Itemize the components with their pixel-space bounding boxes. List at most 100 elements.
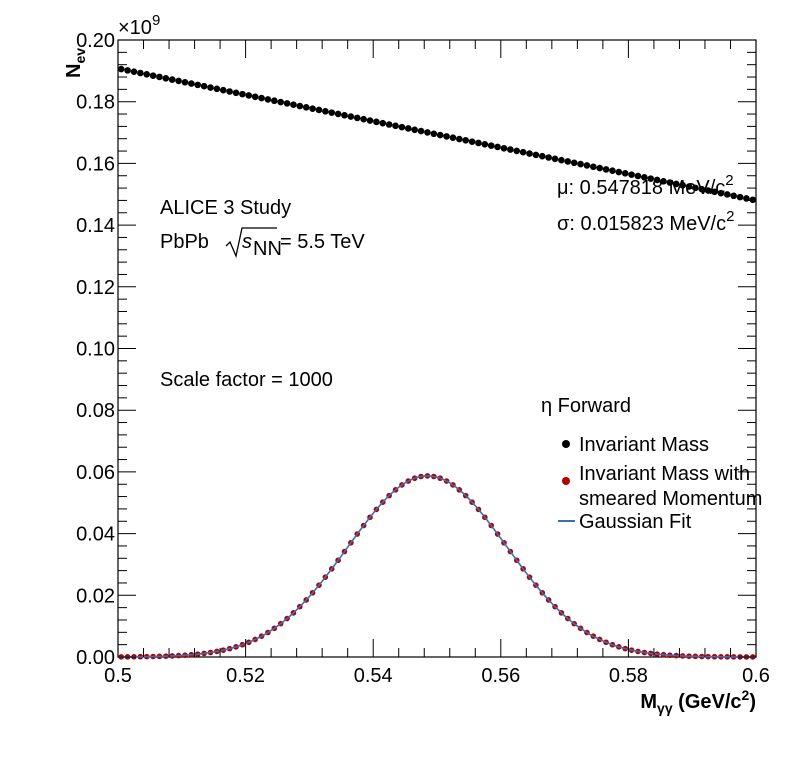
invariant-mass-point: [264, 96, 272, 103]
invariant-mass-point: [615, 168, 623, 176]
x-tick-label: 0.58: [609, 665, 648, 687]
invariant-mass-point: [717, 189, 725, 197]
invariant-mass-point: [117, 65, 125, 73]
invariant-mass-point: [558, 156, 565, 164]
invariant-mass-point: [404, 125, 412, 132]
svg-text:= 5.5 TeV: = 5.5 TeV: [280, 231, 365, 253]
invariant-mass-point: [385, 121, 393, 128]
invariant-mass-point: [449, 134, 457, 142]
invariant-mass-point: [443, 133, 450, 140]
invariant-mass-point: [296, 102, 304, 110]
invariant-mass-point: [162, 74, 170, 82]
invariant-mass-point: [258, 94, 265, 102]
invariant-mass-point: [188, 80, 195, 87]
invariant-mass-point: [723, 191, 731, 198]
legend-label-smeared-2: smeared Momentum: [579, 488, 762, 510]
invariant-mass-point: [379, 119, 387, 127]
invariant-mass-point: [341, 111, 348, 119]
collision-system-label: PbPb s NN = 5.5 TeV: [160, 227, 365, 260]
invariant-mass-point: [239, 90, 246, 98]
x-tick-label: 0.54: [354, 665, 393, 687]
svg-text:s: s: [242, 231, 252, 253]
y-tick-label: 0.12: [76, 277, 115, 299]
invariant-mass-point: [704, 187, 712, 194]
invariant-mass-point: [430, 130, 438, 138]
gaussian-fit-line: [117, 475, 756, 658]
scale-factor-label: Scale factor = 1000: [160, 369, 333, 391]
invariant-mass-point: [653, 176, 661, 184]
invariant-mass-point: [513, 147, 521, 155]
invariant-mass-point: [666, 179, 674, 186]
invariant-mass-point: [494, 143, 501, 151]
invariant-mass-point: [609, 167, 616, 175]
legend-marker-invariant-mass: [562, 440, 570, 448]
invariant-mass-point: [749, 196, 757, 204]
invariant-mass-point: [360, 115, 367, 123]
invariant-mass-point: [538, 152, 546, 160]
invariant-mass-point: [711, 188, 718, 196]
invariant-mass-point: [315, 106, 323, 114]
invariant-mass-point: [271, 97, 278, 105]
invariant-mass-point: [692, 184, 699, 192]
y-tick-label: 0.20: [76, 30, 115, 52]
invariant-mass-point: [156, 73, 163, 81]
invariant-mass-point: [347, 113, 355, 120]
invariant-mass-point: [411, 126, 418, 134]
invariant-mass-point: [207, 84, 214, 91]
y-axis-exponent: ×109: [118, 12, 160, 39]
invariant-mass-point: [424, 129, 431, 136]
svg-text:PbPb: PbPb: [160, 231, 209, 253]
invariant-mass-point: [456, 135, 463, 143]
invariant-mass-point: [570, 159, 578, 167]
invariant-mass-point: [468, 138, 476, 145]
invariant-mass-point: [551, 155, 559, 163]
invariant-mass-point: [334, 110, 342, 118]
y-tick-label: 0.06: [76, 462, 115, 484]
invariant-mass-point: [302, 104, 310, 111]
invariant-mass-point: [532, 151, 540, 159]
invariant-mass-point: [679, 181, 686, 189]
invariant-mass-point: [283, 100, 291, 107]
y-tick-label: 0.02: [76, 585, 115, 607]
x-tick-label: 0.52: [226, 665, 265, 687]
invariant-mass-point: [647, 175, 655, 182]
invariant-mass-point: [462, 137, 470, 144]
svg-text:NN: NN: [253, 238, 282, 260]
y-tick-label: 0.00: [76, 647, 115, 669]
invariant-mass-point: [436, 131, 444, 139]
invariant-mass-point: [475, 139, 482, 147]
invariant-mass-point: [519, 148, 527, 156]
invariant-mass-point: [168, 76, 176, 83]
legend: η Forward Invariant Mass Invariant Mass …: [541, 395, 762, 533]
invariant-mass-point: [526, 150, 533, 157]
x-tick-label: 0.6: [742, 665, 770, 687]
invariant-mass-point: [130, 68, 138, 75]
legend-label-gaussian-fit: Gaussian Fit: [579, 511, 692, 533]
y-tick-label: 0.16: [76, 153, 115, 175]
legend-header: η Forward: [541, 395, 631, 417]
invariant-mass-point: [213, 85, 221, 93]
legend-marker-smeared: [562, 477, 570, 485]
invariant-mass-point: [507, 146, 514, 153]
legend-label-invariant-mass: Invariant Mass: [579, 434, 709, 456]
invariant-mass-point: [194, 81, 202, 89]
invariant-mass-point: [137, 69, 144, 77]
y-axis-title: Nev: [63, 48, 88, 78]
invariant-mass-point: [577, 160, 584, 168]
invariant-mass-point: [219, 86, 227, 94]
x-axis-title: Mγγ (GeV/c2): [640, 687, 756, 716]
invariant-mass-point: [500, 144, 508, 152]
x-tick-label: 0.5: [104, 665, 132, 687]
invariant-mass-point: [322, 107, 329, 115]
invariant-mass-point: [596, 164, 603, 172]
invariant-mass-point: [660, 177, 667, 185]
invariant-mass-point: [736, 193, 744, 201]
fit-mean-label: μ: 0.547818 MeV/c2: [557, 172, 734, 199]
invariant-mass-point: [290, 101, 297, 108]
invariant-mass-point: [417, 127, 425, 135]
invariant-mass-point: [245, 92, 253, 99]
x-tick-label: 0.56: [481, 665, 520, 687]
invariant-mass-point: [628, 171, 635, 178]
fit-sigma-label: σ: 0.015823 MeV/c2: [557, 208, 734, 235]
